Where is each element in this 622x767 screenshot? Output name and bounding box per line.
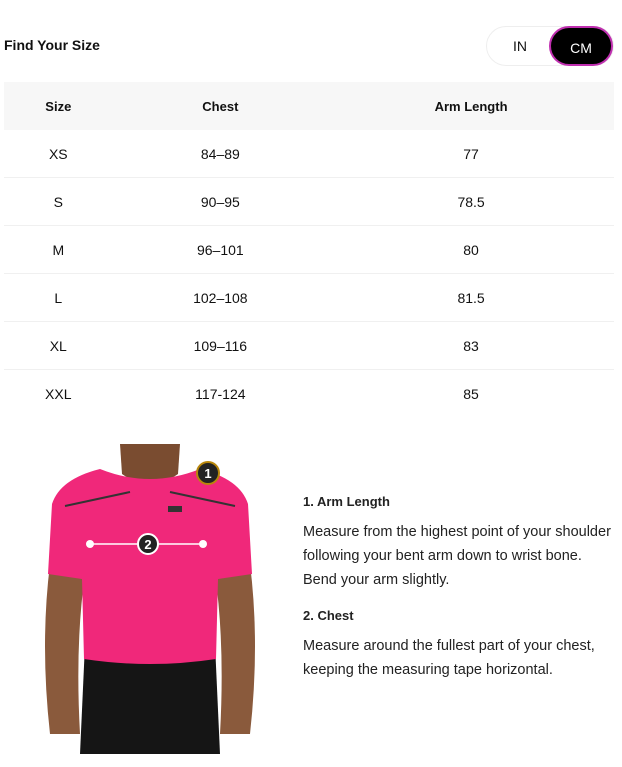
measurement-figure: 2 1 xyxy=(40,444,260,754)
column-header: Chest xyxy=(112,82,329,130)
table-row: L 102–108 81.5 xyxy=(4,273,614,322)
table-cell: 102–108 xyxy=(112,273,329,322)
svg-text:2: 2 xyxy=(144,537,151,552)
table-cell: 90–95 xyxy=(112,177,329,226)
size-table: Size Chest Arm Length XS 84–89 77 S 90–95 78.… xyxy=(4,82,614,417)
table-cell: XL xyxy=(4,321,113,370)
unit-toggle: IN CM xyxy=(486,26,614,66)
arm-length-text: Measure from the highest point of your s… xyxy=(303,524,611,588)
table-row: M 96–101 80 xyxy=(4,225,614,274)
table-cell: 85 xyxy=(463,385,479,402)
table-cell: 81.5 xyxy=(328,273,614,322)
table-cell: 96–101 xyxy=(112,225,329,274)
column-header: Arm Length xyxy=(328,82,614,130)
table-row: XXL 117-124 85 xyxy=(4,370,614,418)
table-cell: 83 xyxy=(328,321,614,370)
table-row: XS 84–89 77 xyxy=(4,130,614,178)
table-cell: L xyxy=(4,273,113,322)
unit-in-button[interactable]: IN xyxy=(513,38,527,54)
svg-text:1: 1 xyxy=(204,466,211,481)
page-title: Find Your Size xyxy=(4,37,100,53)
table-cell: 78.5 xyxy=(328,177,614,226)
measurement-instructions: 1. Arm Length Measure from the highest p… xyxy=(303,490,613,694)
marker-1: 1 xyxy=(196,461,220,485)
table-cell: XS xyxy=(4,130,113,178)
table-cell: 84–89 xyxy=(112,130,329,178)
chest-heading: 2. Chest xyxy=(303,608,354,623)
table-row: XL 109–116 83 xyxy=(4,321,614,370)
table-header: Size Chest Arm Length xyxy=(4,82,614,130)
chest-text: Measure around the fullest part of your … xyxy=(303,638,595,678)
column-header: Size xyxy=(4,82,113,130)
table-cell: XXL xyxy=(45,385,72,402)
arm-length-heading: 1. Arm Length xyxy=(303,494,390,509)
table-cell: 117-124 xyxy=(195,385,246,402)
unit-cm-button[interactable]: CM xyxy=(549,26,613,66)
table-cell: 77 xyxy=(328,130,614,178)
table-cell: M xyxy=(4,225,113,274)
table-cell: 80 xyxy=(328,225,614,274)
table-cell: S xyxy=(4,177,113,226)
table-row: S 90–95 78.5 xyxy=(4,177,614,226)
marker-2: 2 xyxy=(137,533,159,555)
table-cell: 109–116 xyxy=(112,321,329,370)
